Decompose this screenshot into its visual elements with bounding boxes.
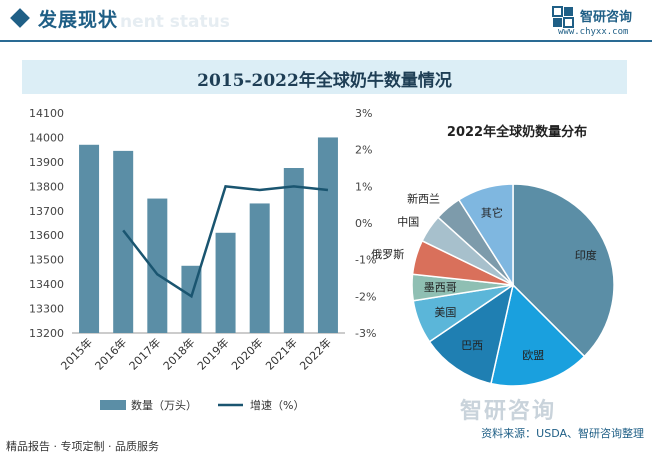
- header: nent status 发展现状 智研咨询 www.chyxx.com: [0, 0, 652, 40]
- pie-label: 美国: [434, 306, 456, 319]
- y-left-tick-label: 13500: [29, 254, 64, 267]
- footer-tagline: 精品报告 · 专项定制 · 品质服务: [6, 440, 159, 453]
- x-tick-label: 2022年: [297, 335, 334, 372]
- main-title: 2015-2022年全球奶牛数量情况: [197, 71, 452, 91]
- growth-line: [122, 184, 329, 299]
- footer-source: 资料来源：USDA、智研咨询整理: [481, 427, 644, 440]
- x-tick-label: 2019年: [194, 335, 231, 372]
- logo-icon: [552, 6, 574, 28]
- footer: 精品报告 · 专项定制 · 品质服务 资料来源：USDA、智研咨询整理: [0, 427, 652, 456]
- bar-5: [215, 232, 236, 333]
- pie-label: 俄罗斯: [371, 248, 404, 261]
- title-band: 2015-2022年全球奶牛数量情况: [22, 60, 627, 94]
- bar-1: [79, 144, 100, 333]
- legend-bar-label: 数量（万头）: [131, 399, 197, 412]
- pie-label: 中国: [397, 216, 419, 229]
- legend-line-label: 增速（%）: [250, 398, 304, 412]
- y-right-tick-label: 1%: [355, 180, 372, 193]
- y-right-tick-label: 0%: [355, 217, 372, 230]
- pie-slice-3: [428, 283, 515, 385]
- bar-7: [283, 168, 304, 333]
- x-tick-label: 2018年: [160, 335, 197, 372]
- y-right-tick-label: 3%: [355, 107, 372, 120]
- brand-watermark-text: 智研咨询: [460, 399, 557, 424]
- bar-3: [147, 198, 168, 333]
- bar-8: [317, 137, 338, 333]
- y-left-tick-label: 14100: [29, 107, 64, 120]
- pie-label: 新西兰: [407, 192, 440, 206]
- x-tick-label: 2017年: [126, 335, 163, 372]
- y-right-tick-label: -1%: [355, 254, 376, 267]
- pie-label: 其它: [481, 205, 503, 219]
- logo-url[interactable]: www.chyxx.com: [558, 27, 629, 37]
- y-left-tick-label: 13200: [29, 327, 64, 340]
- x-tick-label: 2016年: [92, 335, 129, 372]
- section-ghost-text: nent status: [120, 12, 230, 32]
- y-left-tick-label: 13300: [29, 303, 64, 316]
- y-left-tick-label: 13900: [29, 156, 64, 169]
- pie-label: 墨西哥: [424, 281, 457, 294]
- y-right-tick-label: -2%: [355, 290, 376, 303]
- y-left-tick-label: 13400: [29, 278, 64, 291]
- y-left-tick-label: 13700: [29, 205, 64, 218]
- y-right-tick-label: -3%: [355, 327, 376, 340]
- y-left-tick-label: 14000: [29, 131, 64, 144]
- x-tick-label: 2020年: [228, 335, 265, 372]
- pie-title: 2022年全球奶数量分布: [447, 124, 587, 140]
- pie-label: 欧盟: [522, 349, 544, 362]
- pie-label: 印度: [575, 248, 597, 262]
- bar-2: [113, 150, 134, 333]
- header-divider: [0, 40, 652, 42]
- y-right-tick-label: 2%: [355, 144, 372, 157]
- legend-bar-swatch: [100, 400, 126, 410]
- x-tick-label: 2015年: [58, 335, 95, 372]
- section-title: 发展现状: [38, 9, 119, 31]
- pie-label: 巴西: [461, 339, 483, 352]
- pie-slice-2: [490, 283, 586, 387]
- pie-slice-9: [457, 183, 514, 288]
- logo-name: 智研咨询: [580, 10, 633, 25]
- x-tick-label: 2021年: [262, 335, 299, 372]
- chart-canvas: 13200 13300 13400 13500 13600 13700 13800 13900…: [29, 107, 615, 412]
- y-left-tick-label: 13800: [29, 180, 64, 193]
- pie-slice-1: [512, 183, 615, 358]
- bar-6: [249, 203, 270, 333]
- y-left-tick-label: 13600: [29, 229, 64, 242]
